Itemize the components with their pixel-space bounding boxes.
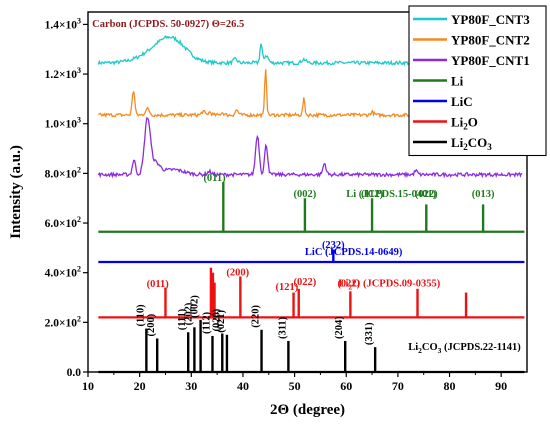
series-line-yp80f_cnt1 (97, 117, 523, 179)
y-tick-label-mantissa: 1.0×10 (45, 119, 78, 131)
reference-label-li2co3: Li2CO3 (JCPDS.22-1141) (408, 342, 521, 355)
peak-hkl-label: (200) (226, 268, 249, 279)
y-tick-label-exponent: 3 (77, 16, 81, 25)
chart-annotation: Carbon (JCPDS. 50-0927) Θ=26.5 (92, 19, 244, 30)
x-tick-label: 80 (444, 379, 456, 393)
x-tick-label: 50 (289, 379, 301, 393)
peak-hkl-label: (204) (334, 316, 345, 339)
peak-hkl-label: (110) (135, 304, 146, 327)
peak-hkl-label: (202) (183, 302, 194, 325)
peak-hkl-label: (121) (275, 282, 298, 293)
peak-hkl-label: (013) (472, 189, 495, 200)
y-tick-label: 8.0×102 (45, 165, 81, 180)
peak-hkl-label: (331) (364, 322, 375, 345)
legend-label-li: Li (451, 74, 464, 89)
x-tick-label: 90 (495, 379, 507, 393)
y-tick-label-exponent: 3 (77, 116, 81, 125)
x-axis-title: 2Θ (degree) (270, 402, 345, 418)
reference-label-text: Li (408, 342, 418, 353)
peak-hkl-label: (220) (251, 305, 262, 328)
x-tick-label: 60 (340, 379, 352, 393)
y-tick-label-mantissa: 6.0×10 (45, 218, 78, 230)
y-tick-label-mantissa: 1.2×10 (45, 69, 78, 81)
legend-label-text: O (468, 115, 478, 130)
legend: YP80F_CNT3YP80F_CNT2YP80F_CNT1LiLiCLi2OL… (408, 5, 547, 157)
legend-label-li2o: Li2O (451, 115, 478, 132)
peak-hkl-label: (011) (147, 279, 170, 290)
x-tick-label: 10 (82, 379, 94, 393)
peak-hkl-label: (232) (322, 240, 345, 251)
legend-label-subscript: 2 (463, 142, 468, 152)
y-tick-label-text: 0.0 (67, 367, 82, 379)
legend-label-yp80f_cnt2: YP80F_CNT2 (451, 33, 530, 48)
y-tick-label-mantissa: 4.0×10 (45, 268, 78, 280)
x-tick-label: 30 (185, 379, 197, 393)
peak-hkl-label: (022) (294, 277, 317, 288)
y-tick-label: 4.0×102 (45, 265, 81, 280)
reference-label-subscript: 3 (438, 346, 442, 355)
peak-hkl-label: (020) (211, 308, 222, 331)
y-tick-label: 1.2×103 (45, 66, 81, 81)
legend-label-text: YP80F_CNT2 (451, 33, 530, 48)
y-tick-label-exponent: 2 (77, 265, 81, 274)
x-tick-label: 20 (134, 379, 146, 393)
y-tick-label: 0.0 (67, 367, 82, 379)
reference-label-subscript: 2 (418, 346, 422, 355)
peak-hkl-label: (022) (337, 278, 360, 289)
legend-label-text: LiC (451, 94, 473, 109)
peak-hkl-label: (022) (415, 189, 438, 200)
y-tick-label-exponent: 2 (77, 215, 81, 224)
peak-hkl-label: (112) (361, 189, 384, 200)
y-tick-label-exponent: 2 (77, 314, 81, 323)
y-tick-label-mantissa: 1.4×10 (45, 19, 78, 31)
legend-label-lic: LiC (451, 94, 473, 109)
legend-label-subscript: 2 (463, 122, 468, 132)
reference-label-li2o: Li2O (JCPDS.09-0355) (338, 278, 440, 291)
y-axis-title: Intensity (a.u.) (8, 145, 24, 239)
legend-label-li2co3: Li2CO3 (451, 135, 492, 152)
y-tick-label: 1.0×103 (45, 116, 81, 131)
legend-label-text: YP80F_CNT1 (451, 53, 530, 68)
reference-label-li: Li (JCPDS.15-0401) (346, 189, 436, 200)
y-tick-label: 1.4×103 (45, 16, 81, 31)
x-tick-label: 40 (237, 379, 249, 393)
reference-label-text: (JCPDS.22-1141) (441, 342, 521, 353)
reference-label-text: O (JCPDS.09-0355) (352, 278, 441, 289)
x-tick-label: 70 (392, 379, 404, 393)
peak-hkl-label: (200) (146, 313, 157, 336)
peak-hkl-label: (002) (294, 189, 317, 200)
legend-label-text: Li (451, 115, 464, 130)
peak-hkl-label: (021) (216, 310, 227, 333)
y-tick-label-exponent: 2 (77, 165, 81, 174)
legend-label-yp80f_cnt3: YP80F_CNT3 (451, 12, 530, 27)
legend-label-text: YP80F_CNT3 (451, 12, 530, 27)
peak-hkl-label: (002) (190, 295, 201, 318)
legend-label-yp80f_cnt1: YP80F_CNT1 (451, 53, 530, 68)
reference-label-text: Li (JCPDS.15-0401) (346, 189, 436, 200)
reference-label-text: LiC (JCPDS.14-0649) (305, 247, 403, 258)
peak-hkl-label: (112) (201, 311, 212, 334)
legend-label-text: Li (451, 135, 464, 150)
reference-label-subscript: 2 (348, 282, 352, 291)
y-tick-label-exponent: 3 (77, 66, 81, 75)
legend-label-text: CO (468, 135, 488, 150)
reference-label-text: Li (338, 278, 348, 289)
peak-hkl-label: (311) (277, 316, 288, 339)
legend-label-text: Li (451, 74, 464, 89)
reference-label-lic: LiC (JCPDS.14-0649) (305, 247, 403, 258)
y-tick-label-mantissa: 8.0×10 (45, 168, 78, 180)
y-tick-label-mantissa: 2.0×10 (45, 317, 78, 329)
peak-hkl-label: (011) (203, 173, 226, 184)
y-tick-label: 2.0×102 (45, 314, 81, 329)
peak-hkl-label: (111) (177, 308, 188, 330)
y-tick-label: 6.0×102 (45, 215, 81, 230)
legend-label-subscript: 3 (487, 142, 492, 152)
plot-frame (87, 11, 528, 373)
reference-label-text: CO (422, 342, 438, 353)
